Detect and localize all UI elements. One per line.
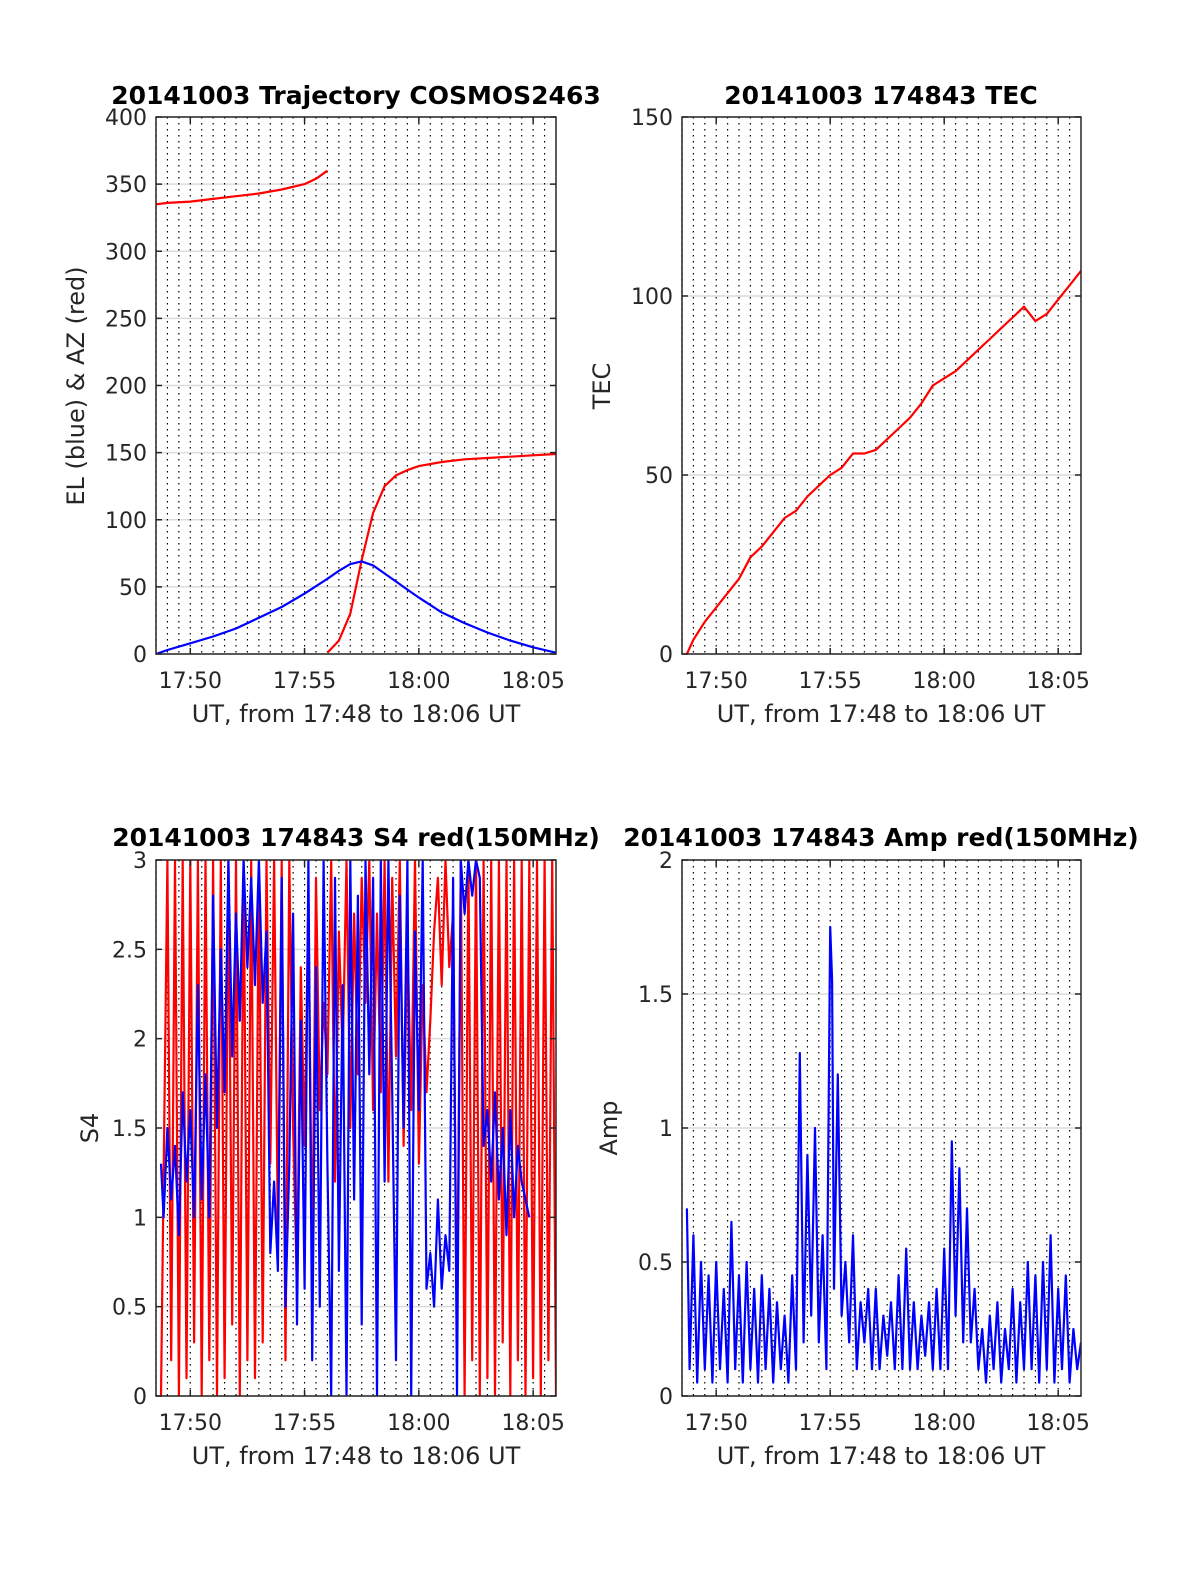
- y-tick-label: 150: [631, 106, 673, 131]
- x-tick-label: 18:05: [501, 1411, 564, 1436]
- y-tick-label: 0: [659, 1385, 673, 1410]
- x-tick-label: 17:50: [159, 1411, 222, 1436]
- series-line-1: [685, 270, 1081, 654]
- x-axis-label: UT, from 17:48 to 18:06 UT: [192, 1442, 521, 1470]
- y-tick-label: 100: [105, 509, 147, 534]
- plot-area: [159, 860, 556, 1396]
- panel-title: 20141003 174843 TEC: [724, 81, 1037, 110]
- y-tick-label: 0: [659, 643, 673, 668]
- panel-tec: 20141003 174843 TEC UT, from 17:48 to 18…: [588, 81, 1090, 728]
- y-tick-label: 2: [133, 1028, 147, 1053]
- x-axis-label: UT, from 17:48 to 18:06 UT: [192, 700, 521, 728]
- x-tick-label: 18:00: [387, 669, 450, 694]
- plot-area: [156, 169, 556, 654]
- y-tick-label: 50: [645, 464, 673, 489]
- y-tick-label: 1: [659, 1117, 673, 1142]
- y-tick-label: 50: [119, 576, 147, 601]
- y-tick-label: 0.5: [638, 1251, 673, 1276]
- panel-amp: 20141003 174843 Amp red(150MHz) UT, from…: [595, 823, 1139, 1470]
- y-axis-label: EL (blue) & AZ (red): [62, 266, 90, 505]
- x-tick-label: 18:00: [912, 1411, 975, 1436]
- x-tick-label: 17:50: [684, 1411, 747, 1436]
- panel-s4: 20141003 174843 S4 red(150MHz) UT, from …: [76, 823, 600, 1470]
- x-tick-label: 17:55: [798, 1411, 861, 1436]
- y-tick-label: 2: [659, 849, 673, 874]
- y-tick-label: 150: [105, 442, 147, 467]
- x-tick-label: 18:00: [387, 1411, 450, 1436]
- x-axis-label: UT, from 17:48 to 18:06 UT: [717, 700, 1046, 728]
- x-tick-label: 18:00: [912, 669, 975, 694]
- y-tick-label: 350: [105, 173, 147, 198]
- panel-title: 20141003 Trajectory COSMOS2463: [111, 81, 601, 110]
- plot-area: [685, 925, 1081, 1384]
- y-tick-label: 3: [133, 849, 147, 874]
- plot-area: [685, 270, 1081, 654]
- series-line-1: [326, 452, 556, 654]
- y-tick-label: 200: [105, 375, 147, 400]
- y-tick-label: 400: [105, 106, 147, 131]
- x-tick-label: 17:50: [684, 669, 747, 694]
- x-axis-label: UT, from 17:48 to 18:06 UT: [717, 1442, 1046, 1470]
- y-tick-label: 0: [133, 643, 147, 668]
- x-tick-label: 17:55: [273, 669, 336, 694]
- y-tick-label: 0.5: [112, 1296, 147, 1321]
- x-tick-label: 18:05: [1026, 1411, 1089, 1436]
- series-line-2: [156, 560, 556, 654]
- y-axis-label: TEC: [588, 363, 616, 411]
- x-tick-label: 17:55: [273, 1411, 336, 1436]
- x-tick-label: 17:55: [798, 669, 861, 694]
- panel-title: 20141003 174843 Amp red(150MHz): [623, 823, 1139, 852]
- x-tick-label: 17:50: [159, 669, 222, 694]
- y-tick-label: 300: [105, 240, 147, 265]
- x-tick-label: 18:05: [1026, 669, 1089, 694]
- y-tick-label: 1.5: [638, 983, 673, 1008]
- panel-title: 20141003 174843 S4 red(150MHz): [112, 823, 600, 852]
- x-tick-label: 18:05: [501, 669, 564, 694]
- panel-trajectory: 20141003 Trajectory COSMOS2463 UT, from …: [62, 81, 601, 728]
- y-tick-label: 0: [133, 1385, 147, 1410]
- y-tick-label: 1.5: [112, 1117, 147, 1142]
- series-line-1: [156, 169, 329, 206]
- axes-box: [681, 116, 1082, 655]
- y-tick-label: 2.5: [112, 938, 147, 963]
- series-line-2: [159, 860, 531, 1396]
- y-axis-label: S4: [76, 1113, 104, 1144]
- y-tick-label: 250: [105, 307, 147, 332]
- y-tick-label: 100: [631, 285, 673, 310]
- y-axis-label: Amp: [595, 1100, 623, 1155]
- y-tick-label: 1: [133, 1206, 147, 1231]
- series-line-1: [685, 925, 1081, 1384]
